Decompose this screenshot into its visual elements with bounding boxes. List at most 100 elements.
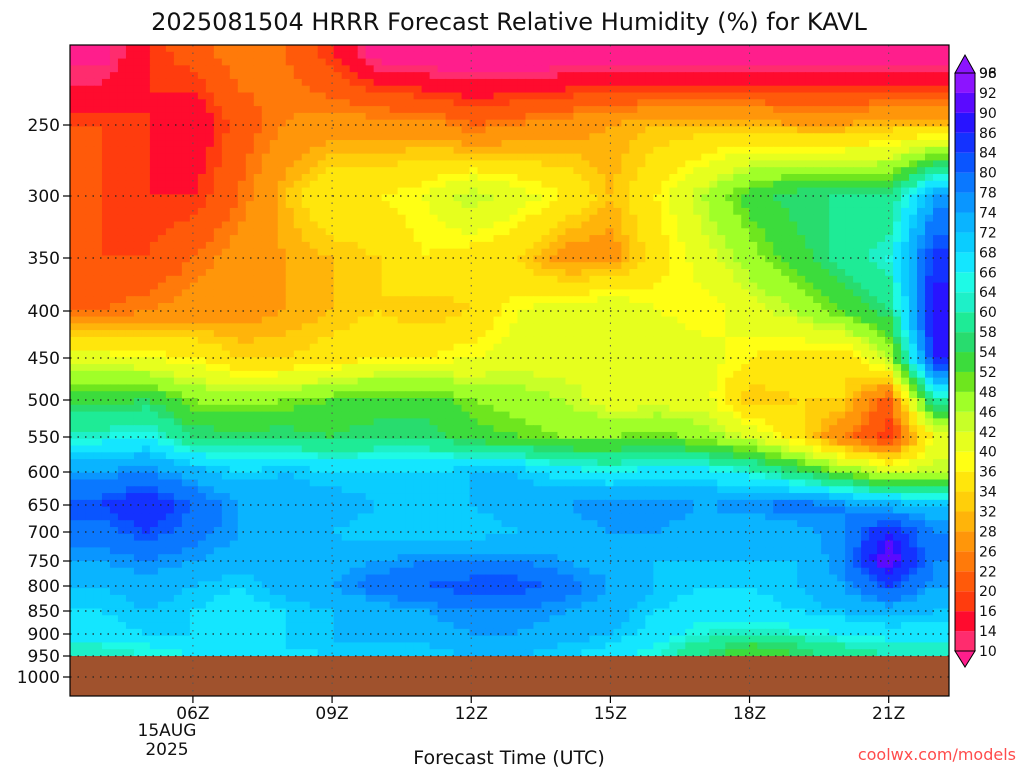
rh-cell: [525, 316, 535, 324]
rh-cell: [237, 255, 247, 263]
rh-cell: [237, 350, 247, 358]
rh-cell: [789, 167, 798, 175]
rh-cell: [573, 99, 583, 107]
rh-cell: [397, 140, 407, 148]
rh-cell: [741, 330, 750, 338]
rh-cell: [613, 336, 622, 345]
rh-cell: [501, 255, 511, 263]
rh-cell: [653, 289, 662, 297]
rh-cell: [581, 289, 591, 297]
rh-cell: [293, 221, 303, 229]
rh-cell: [557, 214, 567, 223]
rh-cell: [645, 133, 654, 141]
rh-cell: [461, 248, 471, 257]
rh-cell: [70, 316, 79, 324]
rh-cell: [717, 316, 726, 324]
rh-cell: [733, 72, 742, 80]
rh-cell: [805, 112, 814, 121]
rh-cell: [893, 316, 902, 324]
rh-cell: [869, 221, 878, 229]
rh-cell: [421, 255, 431, 263]
rh-cell: [917, 221, 926, 229]
rh-cell: [701, 255, 710, 263]
rh-cell: [685, 228, 694, 236]
rh-cell: [653, 187, 662, 195]
rh-cell: [93, 316, 103, 324]
rh-cell: [733, 140, 742, 148]
rh-cell: [621, 248, 630, 257]
rh-cell: [421, 221, 431, 229]
rh-cell: [781, 255, 790, 263]
rh-cell: [885, 92, 894, 100]
rh-cell: [333, 289, 343, 297]
rh-cell: [325, 316, 335, 324]
rh-cell: [669, 207, 678, 216]
rh-cell: [733, 214, 742, 223]
rh-cell: [437, 99, 447, 107]
rh-cell: [613, 289, 622, 297]
rh-cell: [853, 221, 862, 229]
rh-cell: [333, 228, 343, 236]
rh-cell: [389, 316, 399, 324]
rh-cell: [109, 160, 119, 168]
rh-cell: [765, 275, 774, 284]
rh-cell: [309, 207, 319, 216]
rh-cell: [925, 330, 934, 338]
rh-cell: [733, 85, 742, 94]
rh-cell: [605, 45, 614, 53]
rh-cell: [717, 180, 726, 189]
rh-cell: [845, 72, 854, 80]
rh-cell: [757, 45, 766, 53]
rh-cell: [549, 241, 559, 250]
rh-cell: [357, 92, 367, 100]
rh-cell: [237, 194, 247, 202]
rh-cell: [653, 51, 662, 60]
rh-cell: [933, 201, 942, 209]
rh-cell: [77, 221, 87, 229]
rh-cell: [797, 235, 806, 243]
rh-cell: [445, 92, 455, 100]
rh-cell: [93, 65, 103, 73]
rh-cell: [925, 45, 934, 53]
rh-cell: [365, 302, 375, 311]
rh-cell: [813, 58, 822, 66]
rh-cell: [573, 173, 583, 182]
rh-cell: [797, 228, 806, 236]
rh-cell: [269, 126, 279, 134]
rh-cell: [733, 112, 742, 121]
rh-cell: [125, 228, 135, 236]
rh-cell: [557, 248, 567, 257]
rh-cell: [773, 343, 782, 352]
rh-cell: [205, 119, 215, 128]
rh-cell: [685, 146, 694, 155]
rh-cell: [693, 235, 702, 243]
rh-cell: [917, 194, 926, 202]
rh-cell: [837, 214, 846, 223]
rh-cell: [701, 296, 710, 304]
rh-cell: [701, 106, 710, 114]
rh-cell: [421, 106, 431, 114]
rh-cell: [725, 133, 734, 141]
rh-cell: [501, 106, 511, 114]
rh-cell: [485, 241, 495, 250]
rh-cell: [765, 221, 774, 229]
rh-cell: [213, 282, 223, 290]
rh-cell: [645, 214, 654, 223]
rh-cell: [245, 92, 255, 100]
rh-cell: [637, 65, 646, 73]
rh-cell: [365, 173, 375, 182]
rh-cell: [837, 65, 846, 73]
rh-cell: [445, 167, 455, 175]
rh-cell: [685, 248, 694, 257]
rh-cell: [85, 330, 95, 338]
rh-cell: [925, 65, 934, 73]
rh-cell: [397, 51, 407, 60]
rh-cell: [821, 302, 830, 311]
rh-cell: [221, 343, 231, 352]
rh-cell: [381, 330, 391, 338]
rh-cell: [261, 302, 271, 311]
rh-cell: [637, 214, 646, 223]
rh-cell: [685, 201, 694, 209]
rh-cell: [229, 45, 239, 53]
rh-cell: [85, 336, 95, 345]
